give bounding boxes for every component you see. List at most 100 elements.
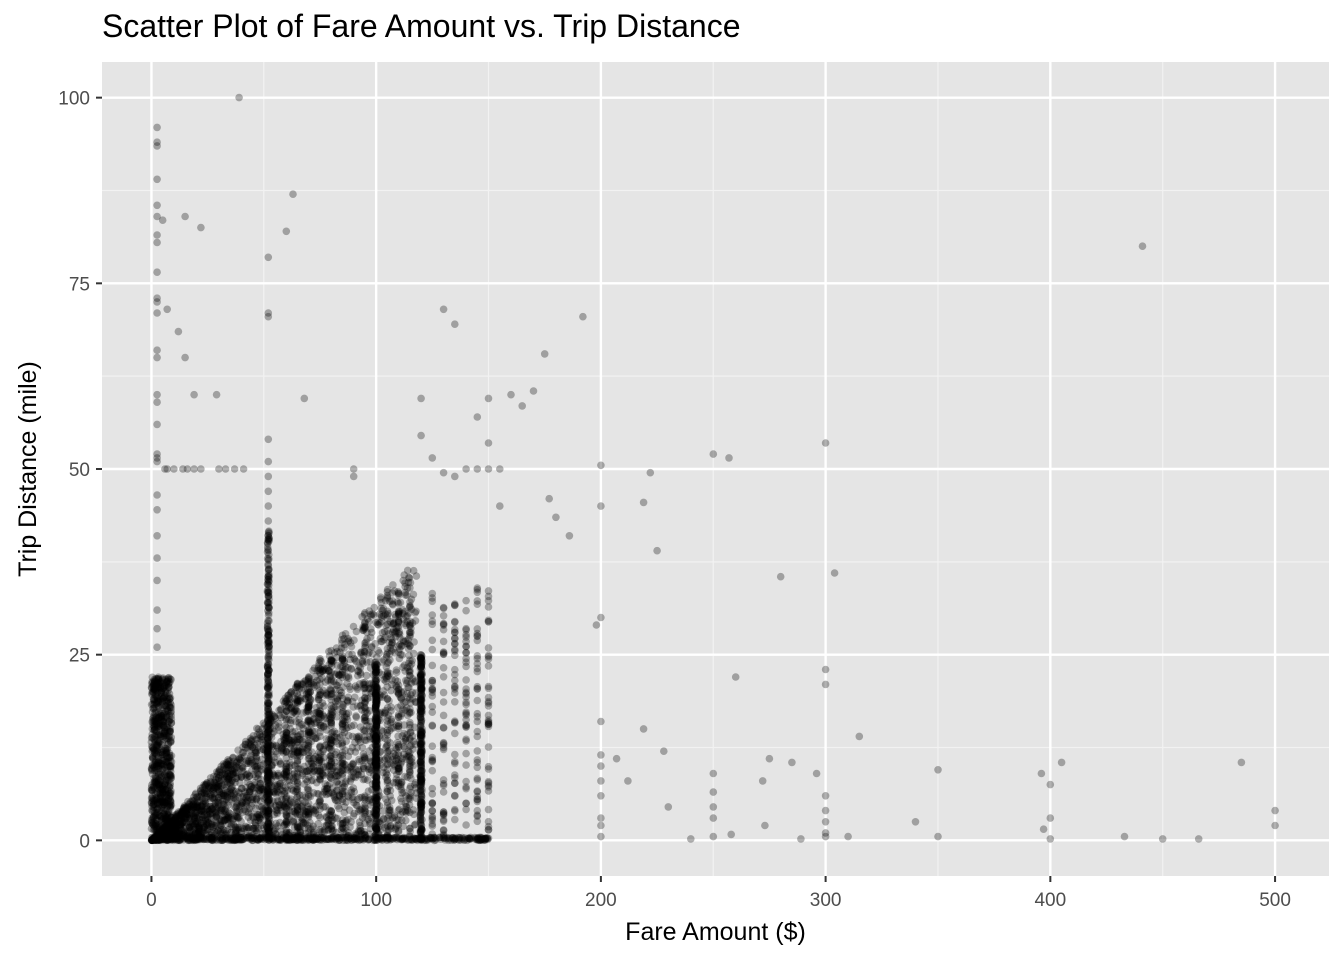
cluster-point xyxy=(408,732,417,740)
cluster-point xyxy=(253,756,261,765)
cluster-point xyxy=(193,807,202,815)
cluster-point xyxy=(166,798,174,806)
cluster-point xyxy=(177,835,185,843)
cluster-point xyxy=(266,799,275,808)
cluster-point xyxy=(251,746,260,755)
cluster-point xyxy=(232,769,240,777)
cluster-point xyxy=(358,756,366,765)
cluster-point xyxy=(405,573,413,582)
cluster-point xyxy=(248,812,256,821)
cluster-point xyxy=(160,696,168,705)
cluster-point xyxy=(368,785,376,794)
cluster-point xyxy=(394,712,403,721)
cluster-point xyxy=(271,758,280,767)
cluster-point xyxy=(275,706,283,715)
cluster-point xyxy=(383,787,392,796)
cluster-point xyxy=(394,828,403,836)
cluster-point xyxy=(207,820,215,829)
cluster-point xyxy=(193,803,202,812)
cluster-point xyxy=(372,764,381,773)
cluster-point xyxy=(328,811,337,819)
cluster-point xyxy=(304,786,313,795)
cluster-point xyxy=(333,814,341,823)
cluster-point xyxy=(254,743,263,751)
cluster-point xyxy=(381,673,390,681)
cluster-point xyxy=(473,836,482,844)
cluster-point xyxy=(394,764,403,773)
cluster-point xyxy=(159,831,167,840)
cluster-point xyxy=(172,831,180,840)
cluster-point xyxy=(417,792,426,801)
cluster-point xyxy=(298,818,307,826)
cluster-point xyxy=(220,806,229,814)
cluster-point xyxy=(168,835,176,844)
cluster-point xyxy=(327,718,336,727)
cluster-point xyxy=(307,757,315,766)
cluster-point xyxy=(370,611,378,619)
cluster-point xyxy=(383,814,392,823)
cluster-point xyxy=(395,607,404,616)
cluster-point xyxy=(320,828,329,836)
cluster-point xyxy=(187,803,195,811)
cluster-point xyxy=(265,748,273,756)
cluster-point xyxy=(224,769,232,778)
cluster-point xyxy=(403,584,412,592)
cluster-point xyxy=(173,836,181,844)
cluster-point xyxy=(264,592,273,600)
cluster-point xyxy=(242,770,251,779)
cluster-point xyxy=(246,785,254,794)
cluster-point xyxy=(389,618,398,627)
cluster-point xyxy=(306,805,315,813)
cluster-point xyxy=(231,795,240,803)
cluster-point xyxy=(280,735,288,744)
cluster-point xyxy=(338,740,346,748)
cluster-point xyxy=(222,773,231,781)
cluster-point xyxy=(272,808,281,817)
cluster-point xyxy=(266,801,275,809)
cluster-point xyxy=(293,697,302,706)
cluster-point xyxy=(231,794,239,803)
cluster-point xyxy=(203,779,211,788)
cluster-point xyxy=(176,833,184,842)
cluster-point xyxy=(232,835,240,844)
cluster-point xyxy=(316,775,324,783)
cluster-point xyxy=(220,816,229,825)
cluster-point xyxy=(201,829,209,838)
cluster-point xyxy=(265,829,274,838)
cluster-point xyxy=(316,675,324,684)
cluster-point xyxy=(169,827,178,836)
cluster-point xyxy=(176,825,185,833)
cluster-point xyxy=(406,771,414,779)
cluster-point xyxy=(408,656,416,665)
cluster-point xyxy=(232,808,241,816)
cluster-point xyxy=(150,835,158,844)
cluster-point xyxy=(223,764,231,772)
cluster-point xyxy=(211,821,220,830)
cluster-point xyxy=(390,762,399,770)
cluster-point xyxy=(202,793,211,801)
cluster-point xyxy=(383,720,392,729)
cluster-point xyxy=(390,628,399,636)
cluster-point xyxy=(366,727,374,736)
cluster-point xyxy=(383,827,392,836)
cluster-point xyxy=(159,827,168,835)
cluster-point xyxy=(229,836,237,844)
cluster-point xyxy=(304,707,312,715)
cluster-point xyxy=(302,793,310,801)
cluster-point xyxy=(335,671,344,679)
cluster-point xyxy=(359,762,368,771)
cluster-point xyxy=(265,755,274,763)
cluster-point xyxy=(245,824,253,832)
cluster-point xyxy=(229,770,238,778)
cluster-point xyxy=(405,651,413,660)
cluster-point xyxy=(167,820,175,828)
cluster-point xyxy=(394,648,403,656)
cluster-point xyxy=(297,765,305,773)
cluster-point xyxy=(265,725,273,734)
cluster-point xyxy=(264,806,272,815)
cluster-point xyxy=(287,835,296,844)
cluster-point xyxy=(155,832,164,840)
cluster-point xyxy=(361,699,369,707)
cluster-point xyxy=(404,640,413,648)
cluster-point xyxy=(246,788,254,796)
